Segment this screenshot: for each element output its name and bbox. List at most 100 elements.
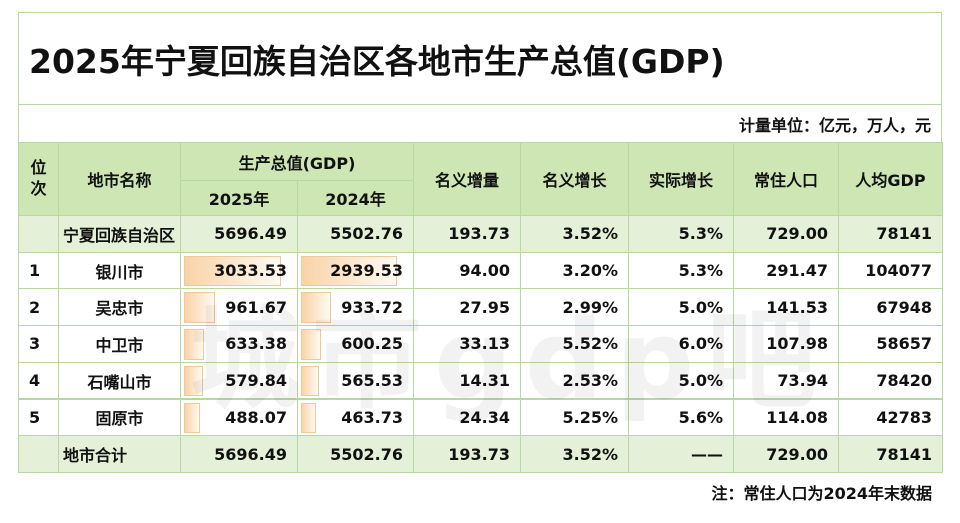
- cell-text: 3.52%: [562, 444, 618, 464]
- value-cell: 67948: [838, 288, 943, 327]
- cell-text: 中卫市: [95, 335, 144, 355]
- cell-text: 933.72: [341, 297, 403, 317]
- cell-text: 463.73: [341, 407, 403, 427]
- cell-text: 42783: [876, 407, 932, 427]
- value-cell: 5.0%: [628, 361, 734, 400]
- cell-text: 78141: [876, 444, 932, 464]
- cell-text: 生产总值(GDP): [238, 153, 356, 173]
- name-cell: 银川市: [58, 251, 181, 290]
- cell-text: 2.99%: [562, 297, 618, 317]
- cell-text: 2024年: [325, 190, 386, 209]
- cell-text: 名义增长: [542, 171, 607, 190]
- header-cell: 生产总值(GDP): [180, 142, 414, 181]
- value-cell: 5.3%: [628, 215, 734, 253]
- value-cell: 729.00: [733, 215, 839, 253]
- header-cell: 位次: [18, 142, 59, 216]
- value-cell: 78420: [838, 361, 943, 400]
- cell-text: 67948: [876, 297, 932, 317]
- data-bar: [184, 255, 281, 287]
- footnote-cell: 注：常住人口为2024年末数据: [18, 472, 942, 512]
- data-bar: [301, 365, 320, 397]
- cell-text: 5696.49: [214, 444, 287, 464]
- cell-text: 人均GDP: [855, 171, 926, 190]
- cell-text: 4: [29, 371, 41, 391]
- data-bar: [301, 255, 397, 287]
- cell-text: 27.95: [459, 297, 510, 317]
- cell-text: 3.20%: [562, 261, 618, 281]
- cell-text: 5.25%: [562, 407, 618, 427]
- value-cell: 291.47: [733, 251, 839, 290]
- value-cell: 33.13: [413, 325, 521, 363]
- value-cell: 5.25%: [520, 398, 629, 437]
- value-cell: 579.84: [180, 361, 298, 400]
- value-cell: 14.31: [413, 361, 521, 400]
- title-cell: 2025年宁夏回族自治区各地市生产总值(GDP): [18, 12, 942, 105]
- cell-text: 2939.53: [330, 261, 403, 281]
- cell-text: 488.07: [225, 407, 287, 427]
- cell-text: 石嘴山市: [87, 372, 152, 392]
- cell-text: ——: [691, 444, 723, 464]
- value-cell: 141.53: [733, 288, 839, 327]
- value-cell: 107.98: [733, 325, 839, 363]
- cell-text: 961.67: [225, 297, 287, 317]
- value-cell: ——: [628, 435, 734, 473]
- cell-text: 5.3%: [678, 224, 723, 244]
- value-cell: 5.6%: [628, 398, 734, 437]
- data-bar: [301, 402, 317, 434]
- value-cell: 5696.49: [180, 215, 298, 253]
- cell-text: 5.6%: [678, 407, 723, 427]
- value-cell: 58657: [838, 325, 943, 363]
- value-cell: 2: [18, 288, 59, 327]
- value-cell: 565.53: [297, 361, 414, 400]
- cell-text: 73.94: [777, 371, 828, 391]
- cell-text: 地市名称: [87, 171, 152, 190]
- cell-text: 1: [29, 261, 41, 281]
- value-cell: 5502.76: [297, 435, 414, 473]
- cell-text: 5: [29, 407, 41, 427]
- value-cell: 5696.49: [180, 435, 298, 473]
- cell-text: 729.00: [766, 444, 828, 464]
- header-cell: 常住人口: [733, 142, 839, 216]
- data-bar: [184, 292, 215, 324]
- value-cell: 633.38: [180, 325, 298, 363]
- value-cell: 600.25: [297, 325, 414, 363]
- name-cell: 宁夏回族自治区: [58, 215, 181, 253]
- cell-text: 名义增量: [434, 171, 499, 190]
- data-bar: [301, 292, 332, 324]
- value-cell: 5: [18, 398, 59, 437]
- header-cell: 2025年: [180, 180, 298, 216]
- header-cell: 实际增长: [628, 142, 734, 216]
- value-cell: 27.95: [413, 288, 521, 327]
- cell-text: 5696.49: [214, 224, 287, 244]
- value-cell: 193.73: [413, 215, 521, 253]
- data-bar: [184, 365, 203, 397]
- unit-note: 计量单位：亿元，万人，元: [738, 115, 931, 135]
- data-bar: [184, 329, 205, 360]
- cell-text: 5502.76: [330, 444, 403, 464]
- cell-text: 银川市: [95, 262, 144, 282]
- cell-text: 位次: [30, 158, 47, 198]
- value-cell: 3: [18, 325, 59, 363]
- footnote: 注：常住人口为2024年末数据: [711, 484, 932, 503]
- header-cell: 人均GDP: [838, 142, 943, 216]
- value-cell: 3033.53: [180, 251, 298, 290]
- cell: [18, 435, 59, 473]
- cell-text: 常住人口: [753, 171, 818, 190]
- value-cell: 3.52%: [520, 215, 629, 253]
- cell-text: 实际增长: [648, 171, 713, 190]
- cell-text: 5.0%: [678, 371, 723, 391]
- header-cell: 名义增长: [520, 142, 629, 216]
- value-cell: 5.0%: [628, 288, 734, 327]
- cell-text: 14.31: [459, 371, 510, 391]
- value-cell: 1: [18, 251, 59, 290]
- cell-text: 78420: [876, 371, 932, 391]
- header-cell: 2024年: [297, 180, 414, 216]
- title: 2025年宁夏回族自治区各地市生产总值(GDP): [29, 41, 725, 81]
- cell-text: 5.3%: [678, 261, 723, 281]
- value-cell: 193.73: [413, 435, 521, 473]
- value-cell: 933.72: [297, 288, 414, 327]
- cell-text: 114.08: [766, 407, 828, 427]
- value-cell: 42783: [838, 398, 943, 437]
- cell-text: 33.13: [459, 334, 510, 354]
- cell-text: 78141: [876, 224, 932, 244]
